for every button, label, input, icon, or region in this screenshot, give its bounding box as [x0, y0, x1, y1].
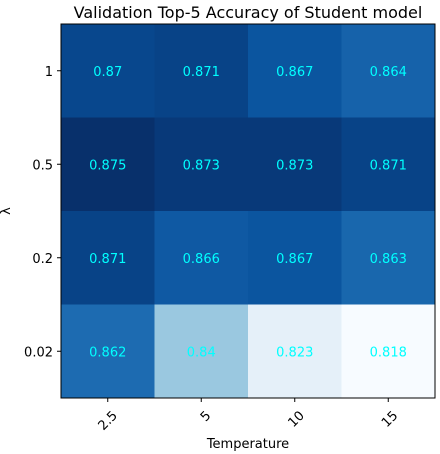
- heatmap-cell: [341, 117, 436, 212]
- cell-value-label: 0.873: [276, 158, 313, 173]
- plot-frame: [60, 23, 436, 399]
- heatmap-cell: [154, 117, 249, 212]
- cell-value-label: 0.873: [183, 158, 220, 173]
- x-axis-ticks: 2.5 5 10 15: [96, 398, 401, 434]
- cell-value-label: 0.867: [276, 252, 313, 267]
- y-axis-ticks: 1 0.5 0.2 0.02: [24, 65, 61, 360]
- y-tick-label: 1: [45, 65, 53, 80]
- cell-value-label: 0.871: [183, 65, 220, 80]
- y-tick-label: 0.2: [32, 252, 53, 267]
- heatmap-cell: [248, 117, 342, 212]
- heatmap-cell: [154, 24, 249, 118]
- heatmap-cell-labels: 0.87 0.871 0.867 0.864 0.875 0.873 0.873 0.871 0…: [89, 65, 407, 361]
- heatmap-cell: [248, 24, 342, 118]
- cell-value-label: 0.871: [370, 158, 407, 173]
- y-axis-label: λ: [0, 207, 14, 215]
- cell-value-label: 0.84: [187, 345, 216, 360]
- cell-value-label: 0.866: [183, 252, 220, 267]
- heatmap-cell: [341, 24, 436, 118]
- heatmap-cell: [61, 211, 155, 305]
- heatmap-cell: [61, 304, 155, 399]
- y-tick-label: 0.02: [24, 345, 53, 360]
- heatmap-cell: [341, 211, 436, 305]
- x-tick-label: 5: [198, 408, 214, 424]
- cell-value-label: 0.823: [276, 345, 313, 360]
- heatmap-cell: [61, 117, 155, 212]
- heatmap-cell: [341, 304, 436, 399]
- heatmap-cell: [154, 211, 249, 305]
- cell-value-label: 0.871: [89, 252, 126, 267]
- cell-value-label: 0.87: [93, 65, 122, 80]
- x-tick-label: 2.5: [96, 408, 121, 433]
- heatmap-cell: [248, 211, 342, 305]
- cell-value-label: 0.818: [370, 345, 407, 360]
- cell-value-label: 0.862: [89, 345, 126, 360]
- cell-value-label: 0.864: [370, 65, 407, 80]
- heatmap-cell: [248, 304, 342, 399]
- heatmap-cells: [61, 24, 436, 399]
- chart-title: Validation Top-5 Accuracy of Student mod…: [74, 3, 423, 22]
- heatmap-cell: [154, 304, 249, 399]
- x-tick-label: 10: [285, 408, 307, 430]
- x-tick-label: 15: [379, 408, 401, 430]
- heatmap-cell: [61, 24, 155, 118]
- x-axis-label: Temperature: [206, 437, 289, 452]
- cell-value-label: 0.867: [276, 65, 313, 80]
- y-tick-label: 0.5: [32, 158, 53, 173]
- cell-value-label: 0.875: [89, 158, 126, 173]
- cell-value-label: 0.863: [370, 252, 407, 267]
